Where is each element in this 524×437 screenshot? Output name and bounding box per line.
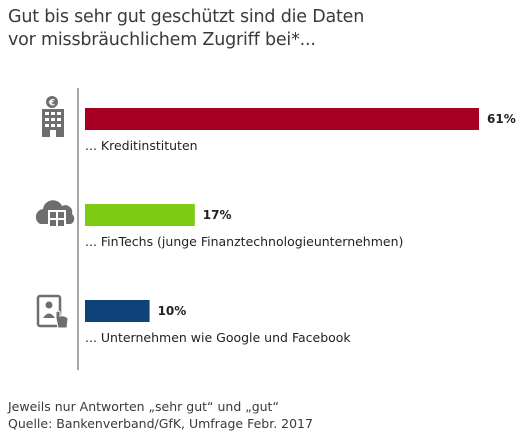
chart-title: Gut bis sehr gut geschützt sind die Date… <box>8 6 508 52</box>
bar <box>85 108 479 130</box>
bar <box>85 204 195 226</box>
bar-group: 61% ... Kreditinstituten 17% ... FinTechs (… <box>85 108 516 345</box>
category-label: ... FinTechs (junge Finanztechnologieunt… <box>85 234 403 249</box>
bar-value-label: 10% <box>158 304 187 318</box>
bar <box>85 300 150 322</box>
bar-value-label: 17% <box>203 208 232 222</box>
cloud-calculator-icon <box>35 200 75 228</box>
category-label: ... Kreditinstituten <box>85 138 198 153</box>
bar-value-label: 61% <box>487 112 516 126</box>
title-line-1: Gut bis sehr gut geschützt sind die Date… <box>8 7 365 27</box>
chart-footer: Jeweils nur Antworten „sehr gut“ und „gu… <box>8 398 313 432</box>
title-line-2: vor missbräuchlichem Zugriff bei*... <box>8 30 316 50</box>
bank-building-icon: € <box>42 96 64 137</box>
tablet-user-icon <box>36 294 69 329</box>
svg-text:€: € <box>48 99 55 109</box>
category-label: ... Unternehmen wie Google und Facebook <box>85 330 351 345</box>
source-note: Quelle: Bankenverband/GfK, Umfrage Febr.… <box>8 416 313 431</box>
footnote: Jeweils nur Antworten „sehr gut“ und „gu… <box>8 399 279 414</box>
